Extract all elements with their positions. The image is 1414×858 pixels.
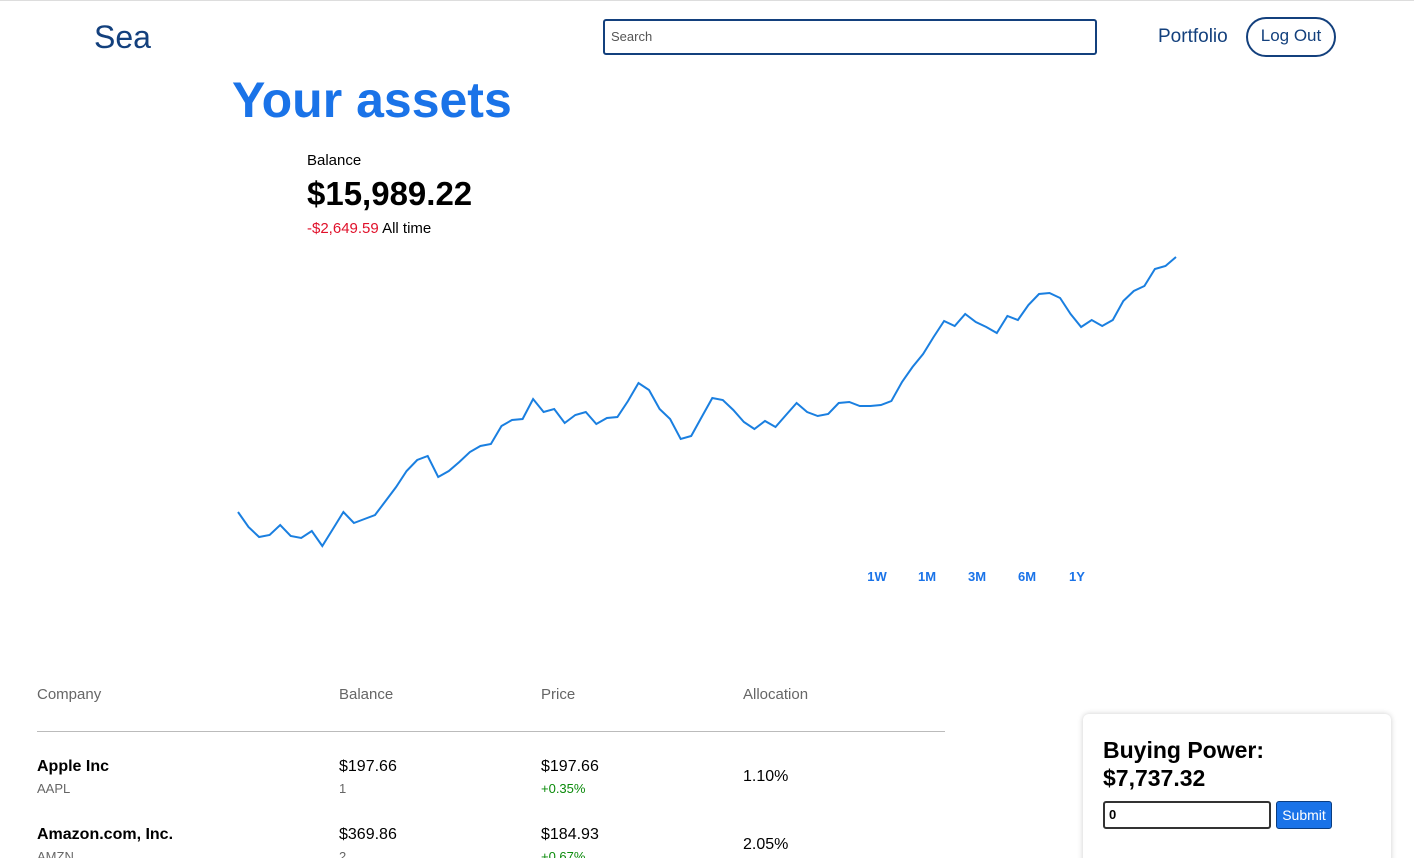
divider (37, 731, 945, 732)
amount-input[interactable]: 0 (1103, 801, 1271, 829)
range-button[interactable]: 1Y (1069, 569, 1085, 584)
logout-button[interactable]: Log Out (1246, 17, 1336, 57)
chart (237, 256, 1177, 548)
allocation: 2.05% (743, 836, 789, 853)
shares: 2 (339, 849, 347, 858)
column-header: Company (37, 686, 102, 703)
price-change: +0.35% (541, 781, 586, 796)
company-name: Apple Inc (37, 758, 110, 775)
price-change: +0.67% (541, 849, 586, 858)
column-header: Allocation (743, 686, 809, 703)
logo[interactable]: Sea (94, 19, 151, 55)
shares: 1 (339, 781, 347, 796)
change-period: All time (382, 220, 432, 237)
company-name: Amazon.com, Inc. (37, 826, 174, 843)
allocation: 1.10% (743, 768, 789, 785)
buying-power-label: Buying Power: (1103, 737, 1265, 763)
range-button[interactable]: 3M (967, 569, 987, 584)
balance-label: Balance (307, 152, 362, 169)
holding-balance: $197.66 (339, 758, 397, 775)
balance-change: -$2,649.59 (307, 220, 379, 237)
page-title: Your assets (232, 72, 512, 128)
range-button[interactable]: 1W (867, 569, 887, 584)
nav-link[interactable]: Portfolio (1158, 26, 1228, 47)
price-line (237, 256, 1177, 548)
price: $197.66 (541, 758, 599, 775)
holding-balance: $369.86 (339, 826, 397, 843)
search-box[interactable]: Search (603, 19, 1097, 55)
price: $184.93 (541, 826, 599, 843)
submit-button[interactable]: Submit (1276, 801, 1332, 829)
range-selector: 1W 1M 3M 6M 1Y (852, 569, 1102, 584)
balance-amount: $15,989.22 (307, 175, 473, 212)
buying-power-amount: $7,737.32 (1103, 765, 1206, 791)
range-button[interactable]: 6M (1017, 569, 1037, 584)
balance-change-row: -$2,649.59 All time (307, 220, 431, 237)
ticker: AAPL (37, 781, 71, 796)
column-header: Balance (339, 686, 394, 703)
ticker: AMZN (37, 849, 74, 858)
buying-power-text: Buying Power: $7,737.32 (1103, 736, 1264, 792)
range-button[interactable]: 1M (917, 569, 937, 584)
buying-power-card: Buying Power: $7,737.32 0 Submit (1083, 714, 1391, 858)
column-header: Price (541, 686, 576, 703)
